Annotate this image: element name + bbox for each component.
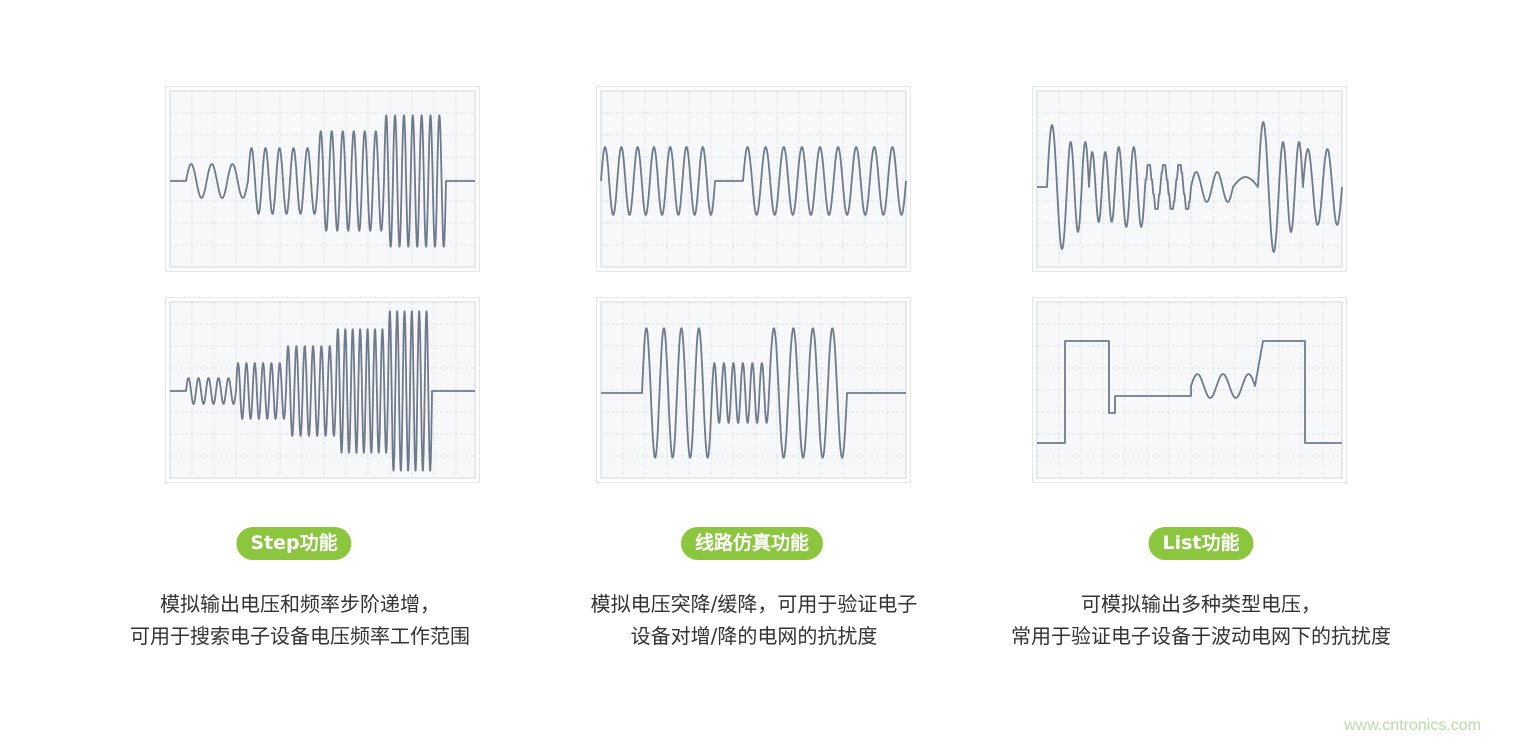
waveform-list-1	[1036, 90, 1343, 268]
list-description-line: 常用于验证电子设备于波动电网下的抗扰度	[1011, 624, 1391, 648]
panel-step-2	[165, 297, 480, 483]
step-function-badge: Step功能	[236, 527, 352, 560]
waveform-line-sim-2	[600, 301, 907, 479]
waveform-step-1	[169, 90, 476, 268]
line-simulation-description-line: 模拟电压突降/缓降，可用于验证电子	[590, 592, 918, 616]
watermark: www.cntronics.com	[1344, 717, 1481, 734]
waveform-trace	[1037, 340, 1342, 444]
waveform-trace	[1037, 121, 1343, 253]
panel-list-2	[1032, 297, 1347, 483]
panel-list-1	[1032, 86, 1347, 272]
waveform-trace	[600, 146, 907, 216]
waveform-trace	[170, 114, 475, 248]
step-description-line: 模拟输出电压和频率步阶递增，	[160, 592, 440, 616]
waveform-line-sim-1	[600, 90, 907, 268]
list-function-badge: List功能	[1148, 527, 1254, 560]
line-simulation-description-line: 设备对增/降的电网的抗扰度	[630, 624, 878, 648]
panel-line-sim-1	[596, 86, 911, 272]
step-description: 模拟输出电压和频率步阶递增， 可用于搜索电子设备电压频率工作范围	[70, 588, 530, 652]
waveform-list-2	[1036, 301, 1343, 479]
waveform-step-2	[169, 301, 476, 479]
step-description-line: 可用于搜索电子设备电压频率工作范围	[130, 624, 470, 648]
line-simulation-badge: 线路仿真功能	[680, 527, 824, 560]
panel-line-sim-2	[596, 297, 911, 483]
waveform-trace	[601, 327, 906, 459]
panel-step-1	[165, 86, 480, 272]
list-description-line: 可模拟输出多种类型电压，	[1081, 592, 1321, 616]
line-simulation-description: 模拟电压突降/缓降，可用于验证电子 设备对增/降的电网的抗扰度	[524, 588, 984, 652]
list-description: 可模拟输出多种类型电压， 常用于验证电子设备于波动电网下的抗扰度	[971, 588, 1431, 652]
waveform-trace	[170, 310, 475, 472]
